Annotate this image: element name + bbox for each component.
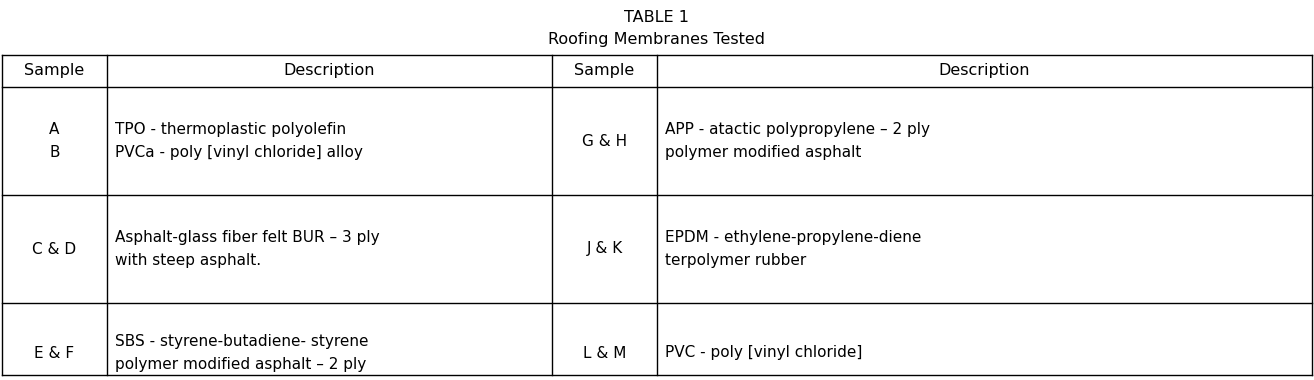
- Text: E & F: E & F: [34, 345, 75, 361]
- Text: Description: Description: [284, 63, 376, 79]
- Text: PVC - poly [vinyl chloride]: PVC - poly [vinyl chloride]: [665, 345, 862, 361]
- Text: Sample: Sample: [574, 63, 635, 79]
- Text: C & D: C & D: [33, 242, 76, 256]
- Text: TPO - thermoplastic polyolefin
PVCa - poly [vinyl chloride] alloy: TPO - thermoplastic polyolefin PVCa - po…: [114, 122, 363, 160]
- Text: A
B: A B: [49, 122, 59, 160]
- Text: Roofing Membranes Tested: Roofing Membranes Tested: [548, 32, 766, 47]
- Text: TABLE 1: TABLE 1: [624, 10, 690, 25]
- Text: SBS - styrene-butadiene- styrene
polymer modified asphalt – 2 ply: SBS - styrene-butadiene- styrene polymer…: [114, 334, 368, 372]
- Text: Description: Description: [938, 63, 1030, 79]
- Text: Asphalt-glass fiber felt BUR – 3 ply
with steep asphalt.: Asphalt-glass fiber felt BUR – 3 ply wit…: [114, 230, 380, 268]
- Text: J & K: J & K: [586, 242, 623, 256]
- Text: EPDM - ethylene-propylene-diene
terpolymer rubber: EPDM - ethylene-propylene-diene terpolym…: [665, 230, 921, 268]
- Text: G & H: G & H: [582, 133, 627, 149]
- Text: APP - atactic polypropylene – 2 ply
polymer modified asphalt: APP - atactic polypropylene – 2 ply poly…: [665, 122, 930, 160]
- Text: Sample: Sample: [24, 63, 84, 79]
- Text: L & M: L & M: [583, 345, 627, 361]
